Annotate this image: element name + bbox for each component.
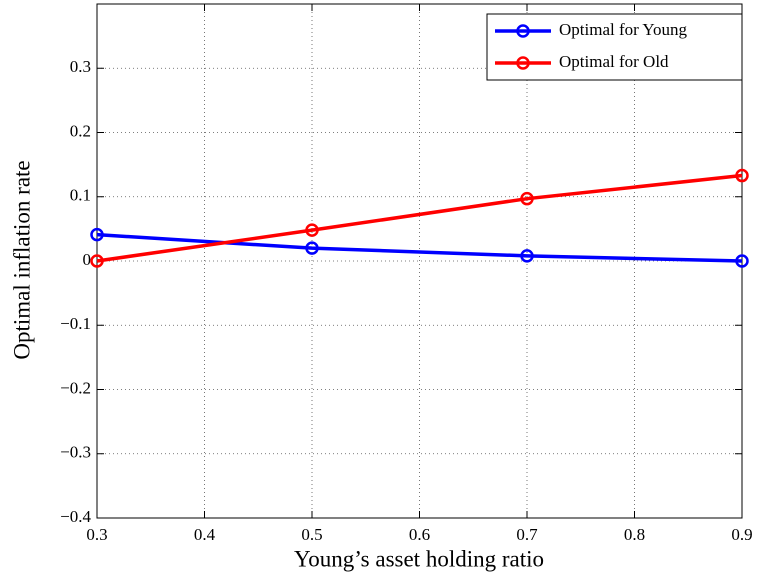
y-tick-label: −0.4 xyxy=(60,507,91,526)
data-point xyxy=(735,168,749,183)
data-point xyxy=(305,241,319,255)
y-tick-label: 0.1 xyxy=(70,186,91,205)
legend: Optimal for Young Optimal for Old xyxy=(486,13,743,81)
legend-marker xyxy=(516,56,530,70)
x-tick-label: 0.4 xyxy=(194,525,216,544)
data-point xyxy=(520,249,534,263)
y-axis-label: Optimal inflation rate xyxy=(9,160,34,359)
y-tick-label: −0.1 xyxy=(60,314,91,333)
legend-marker xyxy=(516,24,530,38)
x-tick-label: 0.9 xyxy=(731,525,752,544)
legend-label: Optimal for Old xyxy=(559,52,669,71)
legend-label: Optimal for Young xyxy=(559,20,687,39)
data-point xyxy=(90,227,104,242)
data-point xyxy=(305,223,319,237)
data-point xyxy=(520,191,534,206)
y-tick-label: 0 xyxy=(83,250,92,269)
legend-box xyxy=(486,13,743,81)
x-axis-label: Young’s asset holding ratio xyxy=(294,546,544,571)
x-tick-label: 0.5 xyxy=(301,525,322,544)
y-tick-label: 0.2 xyxy=(70,121,91,140)
series-line xyxy=(96,232,743,263)
y-tick-label: 0.3 xyxy=(70,57,91,76)
y-tick-label: −0.2 xyxy=(60,378,91,397)
data-point xyxy=(90,254,104,268)
x-tick-label: 0.3 xyxy=(86,525,107,544)
y-tick-label: −0.3 xyxy=(60,443,91,462)
series-line xyxy=(96,173,743,263)
x-tick-label: 0.7 xyxy=(516,525,538,544)
data-point xyxy=(735,254,749,268)
x-tick-label: 0.6 xyxy=(409,525,430,544)
x-tick-label: 0.8 xyxy=(624,525,645,544)
